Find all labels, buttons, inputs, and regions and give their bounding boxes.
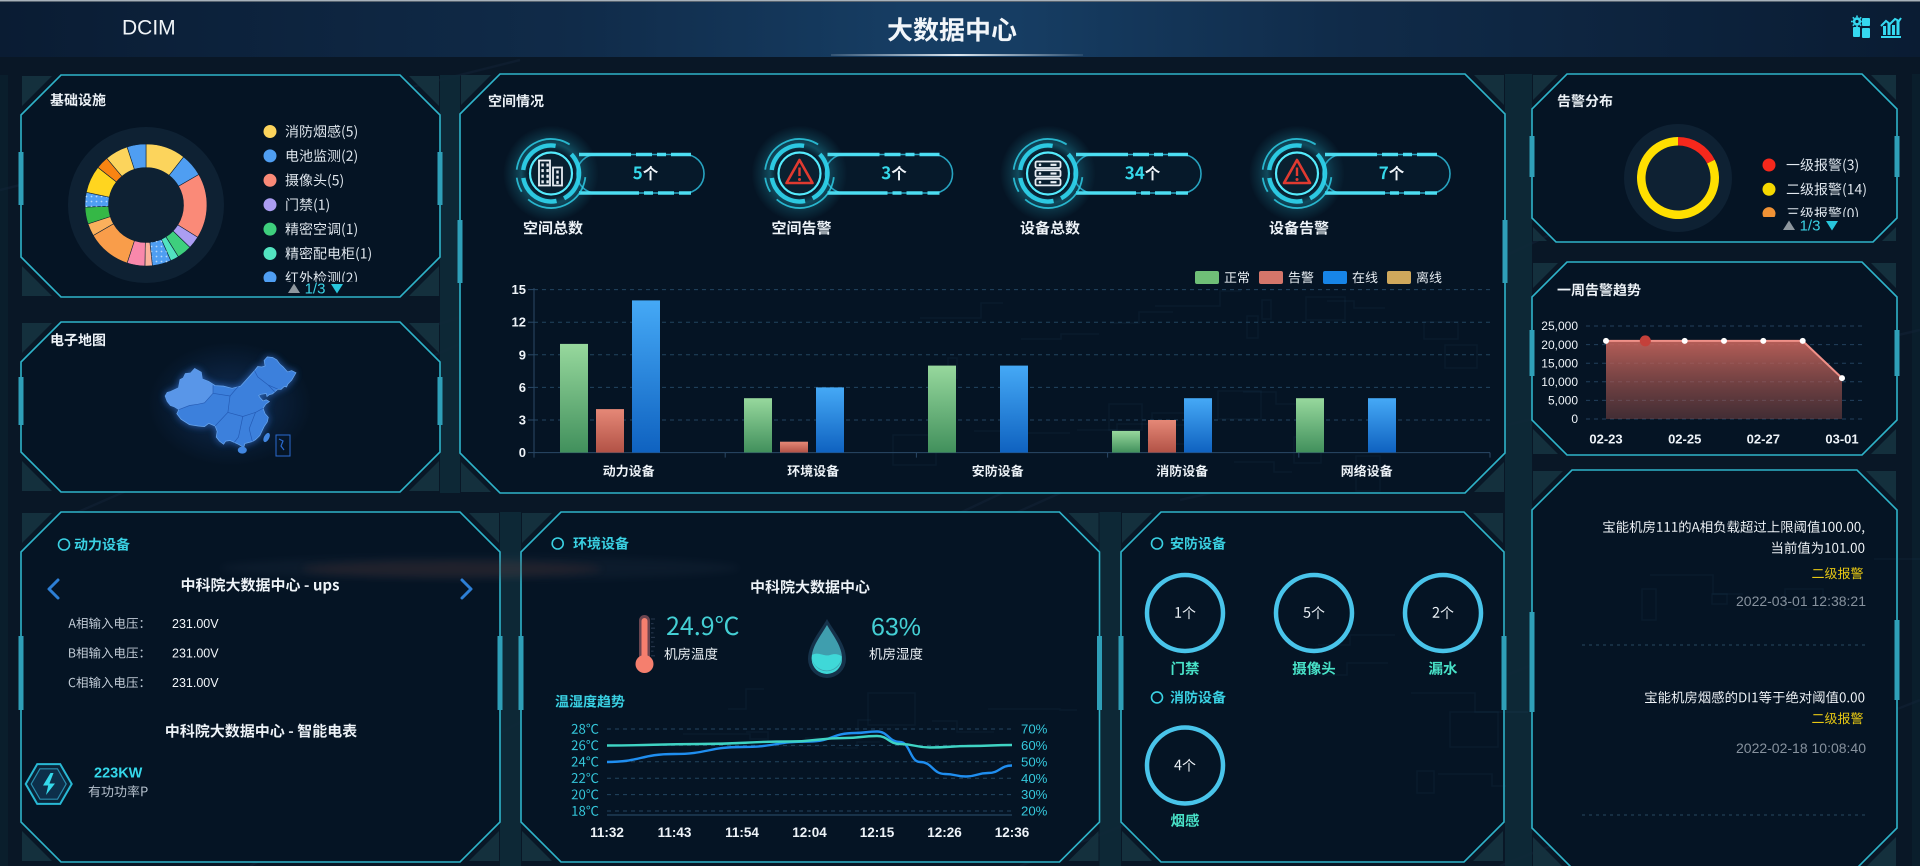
svg-text:223KW: 223KW [94,766,143,782]
svg-text:02-23: 02-23 [1589,431,1622,446]
svg-text:60%: 60% [1021,738,1048,753]
svg-text:11:32: 11:32 [590,825,624,840]
svg-text:03-01: 03-01 [1825,431,1858,446]
svg-text:11:43: 11:43 [658,825,692,840]
svg-text:2022-03-01 12:38:21: 2022-03-01 12:38:21 [1736,593,1866,609]
svg-text:12:26: 12:26 [927,825,962,840]
svg-text:20%: 20% [1021,804,1048,819]
svg-text:12:36: 12:36 [995,825,1030,840]
svg-text:0: 0 [1571,412,1578,426]
svg-text:12: 12 [512,315,526,330]
svg-text:20,000: 20,000 [1541,338,1578,352]
svg-text:02-25: 02-25 [1668,431,1701,446]
svg-text:11:54: 11:54 [725,825,759,840]
svg-text:3: 3 [519,413,526,428]
svg-text:12:15: 12:15 [860,825,895,840]
svg-text:231.00V: 231.00V [172,646,219,660]
svg-text:15,000: 15,000 [1541,356,1578,370]
svg-text:50%: 50% [1021,754,1048,769]
svg-text:DCIM: DCIM [122,16,176,39]
svg-text:2022-02-18 10:08:40: 2022-02-18 10:08:40 [1736,740,1866,756]
svg-text:9: 9 [519,347,526,362]
svg-text:10,000: 10,000 [1541,375,1578,389]
svg-text:6: 6 [519,380,526,395]
svg-text:30%: 30% [1021,787,1048,802]
svg-text:70%: 70% [1021,722,1048,737]
svg-text:231.00V: 231.00V [172,676,219,690]
svg-text:1/3: 1/3 [1800,217,1821,234]
svg-text:02-27: 02-27 [1747,431,1780,446]
svg-text:12:04: 12:04 [792,825,827,840]
svg-text:5,000: 5,000 [1548,394,1578,408]
svg-text:15: 15 [512,282,526,297]
svg-text:0: 0 [519,445,526,460]
svg-text:63%: 63% [871,613,921,641]
svg-text:231.00V: 231.00V [172,617,219,631]
svg-text:1/3: 1/3 [305,280,326,297]
svg-text:40%: 40% [1021,771,1048,786]
svg-text:25,000: 25,000 [1541,319,1578,333]
